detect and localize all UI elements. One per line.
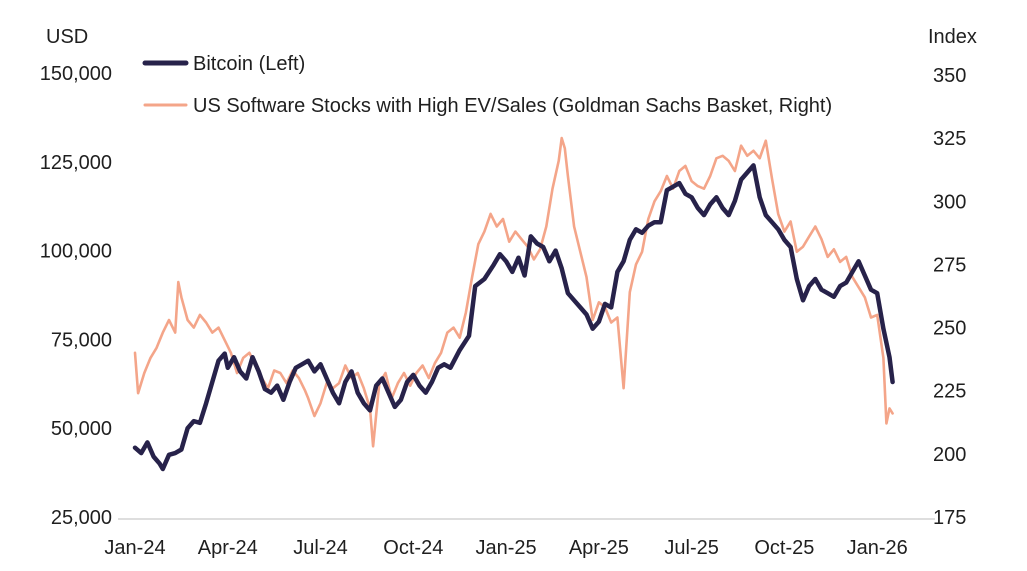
right-axis-ticks: 175 200 225 250 275 300 325 350	[933, 65, 966, 529]
legend-label-bitcoin: Bitcoin (Left)	[193, 53, 305, 75]
x-tick-label: Oct-25	[754, 537, 814, 559]
left-axis-ticks: 25,000 50,000 75,000 100,000 125,000 150,000	[40, 63, 112, 529]
x-axis-ticks: Jan-24 Apr-24 Jul-24 Oct-24 Jan-25 Apr-25 Jul-…	[104, 537, 907, 559]
x-tick-label: Jan-24	[104, 537, 165, 559]
left-tick-label: 150,000	[40, 63, 112, 85]
right-tick-label: 200	[933, 444, 966, 466]
x-tick-label: Jul-25	[664, 537, 718, 559]
right-tick-label: 350	[933, 65, 966, 87]
right-tick-label: 325	[933, 128, 966, 150]
x-tick-label: Jan-25	[476, 537, 537, 559]
right-tick-label: 250	[933, 318, 966, 340]
series-layer	[132, 136, 895, 472]
right-axis-label: Index	[928, 26, 977, 48]
right-tick-label: 275	[933, 254, 966, 276]
legend: Bitcoin (Left) US Software Stocks with H…	[142, 53, 832, 117]
right-tick-label: 300	[933, 191, 966, 213]
left-tick-label: 75,000	[51, 329, 112, 351]
series-line-bitcoin	[132, 163, 895, 472]
left-tick-label: 100,000	[40, 241, 112, 263]
left-axis-label: USD	[46, 26, 88, 48]
x-tick-label: Oct-24	[383, 537, 443, 559]
x-tick-label: Apr-25	[569, 537, 629, 559]
legend-label-software: US Software Stocks with High EV/Sales (G…	[193, 95, 832, 117]
right-tick-label: 175	[933, 507, 966, 529]
left-tick-label: 50,000	[51, 418, 112, 440]
x-tick-label: Jan-26	[847, 537, 908, 559]
right-tick-label: 225	[933, 381, 966, 403]
x-tick-label: Apr-24	[198, 537, 258, 559]
series-line-software-stocks	[133, 136, 894, 448]
x-tick-label: Jul-24	[293, 537, 347, 559]
left-tick-label: 25,000	[51, 507, 112, 529]
left-tick-label: 125,000	[40, 152, 112, 174]
